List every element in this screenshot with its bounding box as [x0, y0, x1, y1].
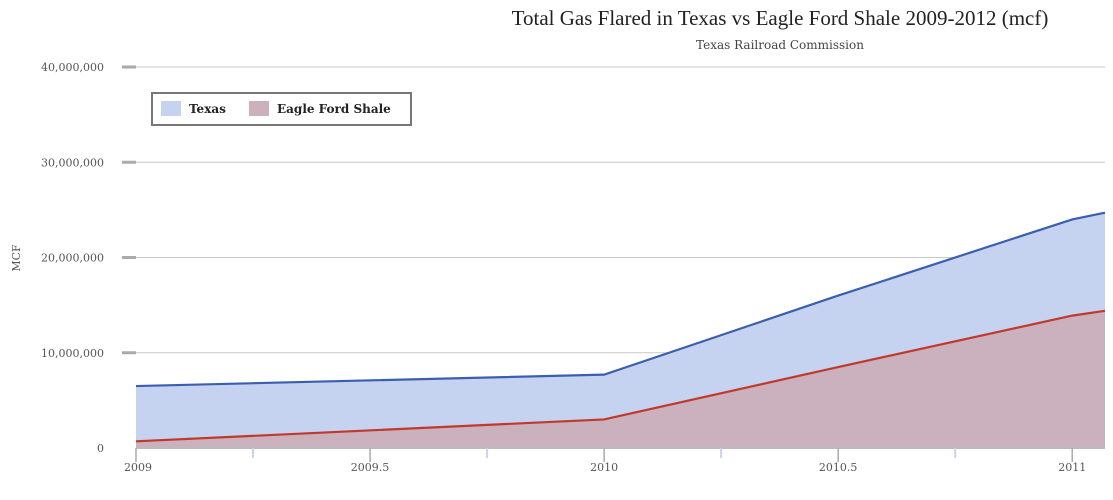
legend-box: [151, 92, 412, 126]
legend-label-texas: Texas: [189, 102, 226, 116]
legend-swatch-texas: [161, 101, 181, 116]
series-lines: [135, 211, 1106, 443]
series-areas: [136, 212, 1105, 448]
legend-label-eagle-ford-shale: Eagle Ford Shale: [277, 102, 391, 116]
area-eagle-ford-shale: [136, 310, 1105, 448]
legend-swatch-eagle-ford-shale: [249, 101, 269, 116]
x-tick-label: 2009.5: [351, 461, 390, 474]
y-tick-label: 30,000,000: [41, 156, 104, 169]
x-tick-label: 2010: [590, 461, 618, 474]
line-texas: [135, 211, 1106, 388]
x-tick-label: 2010.5: [819, 461, 858, 474]
x-tick-labels: 2009 2009.5 2010 2010.5 2011: [124, 461, 1086, 474]
y-axis-label: MCF: [10, 244, 23, 272]
chart-subtitle: Texas Railroad Commission: [696, 38, 864, 52]
chart-title: Total Gas Flared in Texas vs Eagle Ford …: [512, 6, 1049, 30]
x-tick-label: 2009: [124, 461, 152, 474]
line-eagle-ford-shale: [135, 309, 1106, 443]
x-tick-label: 2011: [1058, 461, 1086, 474]
axis: [135, 447, 1105, 462]
y-tick-label: 20,000,000: [41, 252, 104, 265]
y-tick-label: 40,000,000: [41, 61, 104, 74]
y-tick-label: 10,000,000: [41, 347, 104, 360]
legend: Texas Eagle Ford Shale: [151, 92, 412, 126]
y-tick-label: 0: [97, 442, 104, 455]
y-tick-labels: 0 10,000,000 20,000,000 30,000,000 40,000,00…: [41, 61, 104, 455]
